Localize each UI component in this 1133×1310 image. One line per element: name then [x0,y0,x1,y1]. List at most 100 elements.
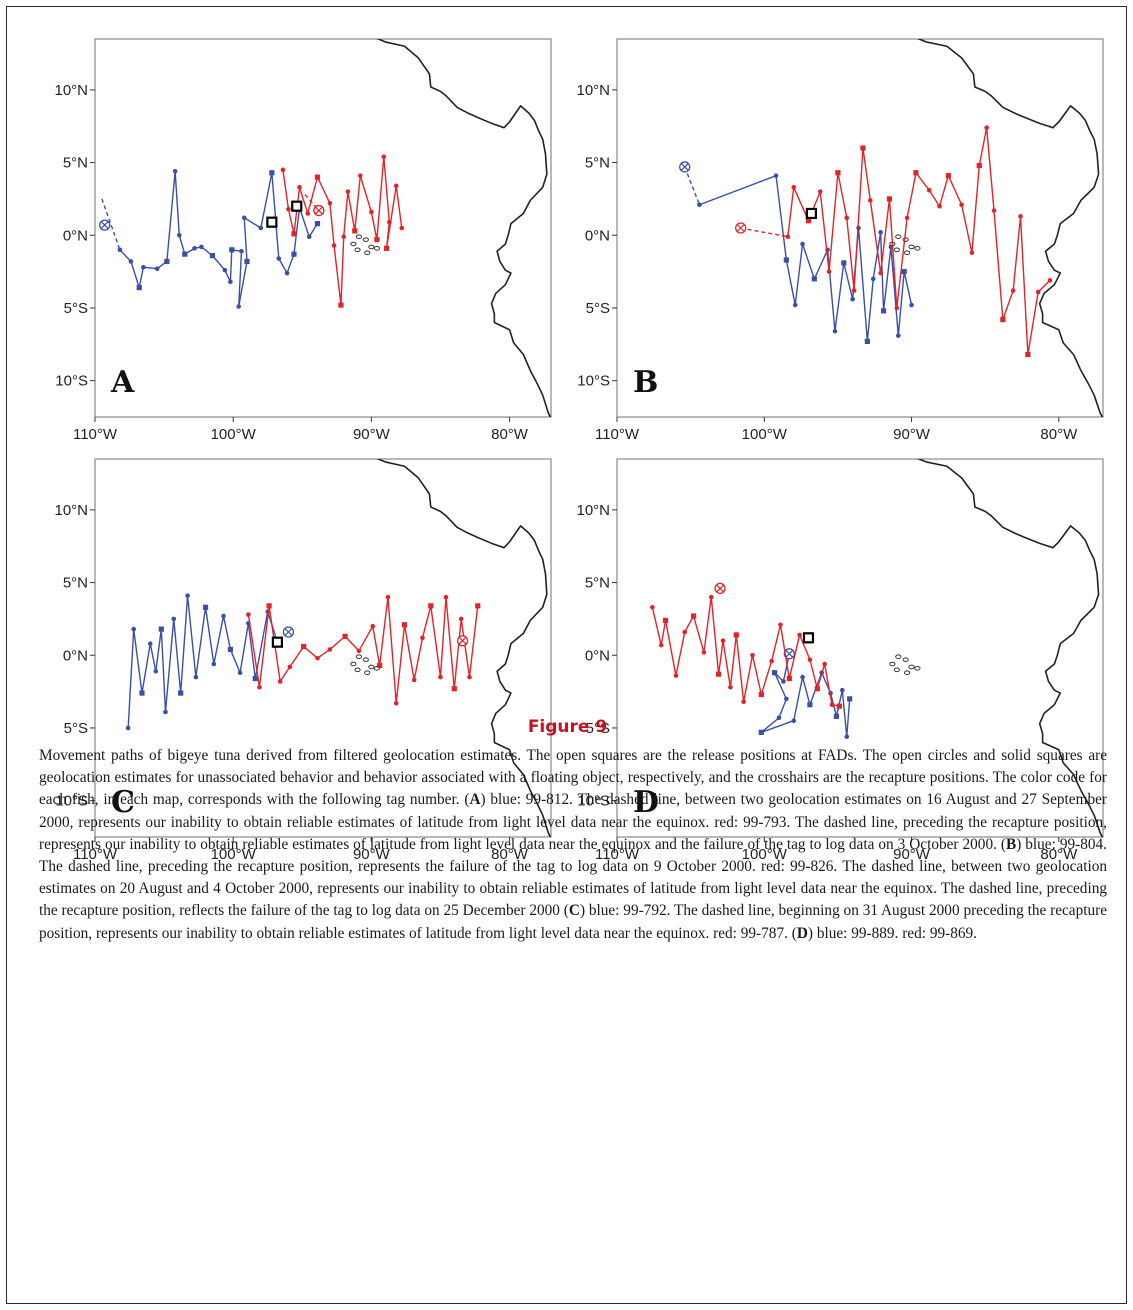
blue-associated-point [864,338,870,344]
island-outline [368,244,375,250]
blue-track-point [154,266,160,272]
blue-associated-point [880,308,887,314]
red-track-point [297,184,302,190]
blue-track-point [832,328,838,334]
red-track-point [826,269,832,274]
x-tick-label: 90°W [893,426,931,443]
blue-associated-point [291,251,297,257]
red-associated-point [428,603,434,609]
island-outline [908,244,915,250]
red-track-point [358,173,363,178]
red-track-point [969,250,975,256]
red-track-point [1047,278,1053,283]
red-associated-point [976,162,982,169]
blue-track-point [895,333,901,338]
island-outline [893,247,900,253]
blue-track-point [221,613,226,619]
red-track-point [650,604,655,610]
island-outline [889,661,896,667]
y-tick-label: 10°N [576,82,610,99]
red-track-point [393,183,399,189]
crosshair-line [458,636,467,645]
x-tick-label: 100°W [211,426,257,443]
blue-track-point [258,225,264,231]
blue-associated-point [209,253,216,259]
release-square [802,632,815,644]
island-outline [354,247,361,253]
blue-track-point [792,302,798,308]
red-associated-point [383,245,390,251]
blue-track-point [117,247,123,253]
red-track-point [341,234,347,240]
blue-associated-point [229,247,235,253]
red-track-point [851,288,857,293]
x-tick-label: 110°W [595,846,640,863]
map-frame [616,458,1104,838]
red-associated-point [266,603,272,609]
blue-track-point [800,241,805,247]
red-associated-point [835,170,841,176]
y-tick-label: 5°N [585,575,610,592]
release-square [266,216,278,228]
blue-associated-point [807,702,813,708]
crosshair-line [100,221,109,230]
map-b-svg: 110°W 100°W 90°W 80°W 10°N 5°N 0°N 5°S 10°S [576,38,1104,443]
red-track-point [1010,288,1016,293]
x-tick-label: 110°W [595,426,640,443]
red-associated-point [786,675,792,682]
blue-track-point [171,616,177,622]
island-outline [904,250,911,256]
blue-associated-point [833,713,840,719]
blue-associated-point [783,257,789,263]
blue-associated-point [758,729,764,735]
blue-associated-point [227,646,234,653]
red-associated-point [374,237,380,243]
blue-associated-point [847,696,853,702]
x-tick-label: 100°W [211,846,257,863]
blue-track-point [241,215,247,221]
y-tick-label: 10°S [577,373,610,390]
blue-associated-point [244,258,250,265]
y-tick-label: 10°S [55,793,88,810]
red-associated-point [814,686,820,692]
blue-track-point [211,661,217,667]
red-associated-point [733,632,739,638]
island-outline [362,237,369,242]
red-dashed-segment [740,227,788,238]
red-track-point [785,234,791,240]
crosshair-line [785,649,794,658]
blue-track-point [192,246,197,251]
map-c-svg: 110°W 100°W 90°W 80°W 10°N 5°N 0°N 5°S 10°S [54,458,552,863]
crosshair-line [314,206,323,215]
island-outline [355,234,363,240]
blue-track-path [127,594,279,729]
red-track-point [280,167,286,173]
y-tick-label: 5°S [586,300,610,317]
blue-track-point [800,674,805,680]
red-associated-point [475,603,481,609]
red-associated-point [913,170,919,176]
blue-associated-point [202,604,209,610]
blue-associated-point [252,675,258,682]
red-track-point [708,594,714,600]
red-track-point [769,658,774,664]
red-track-point [682,629,688,635]
blue-track-point [791,718,797,723]
red-associated-point [401,622,408,628]
panel-letter-a: A [111,365,135,400]
red-track-point [467,674,472,680]
red-track-point [458,616,464,622]
red-track-point [741,699,746,705]
blue-track-point [131,626,136,632]
blue-track-point [840,687,845,693]
blue-associated-point [901,269,907,275]
island-outline [895,654,902,660]
red-track-point [369,209,374,215]
red-track-point [937,203,942,209]
blue-track-point [228,279,233,285]
red-track-point [246,612,251,617]
island-outline [350,241,357,247]
blue-track-point [697,202,702,208]
map-d-svg: 110°W 100°W 90°W 80°W 10°N 5°N 0°N 5°S 10°S [576,458,1104,863]
red-track-point [673,673,679,678]
